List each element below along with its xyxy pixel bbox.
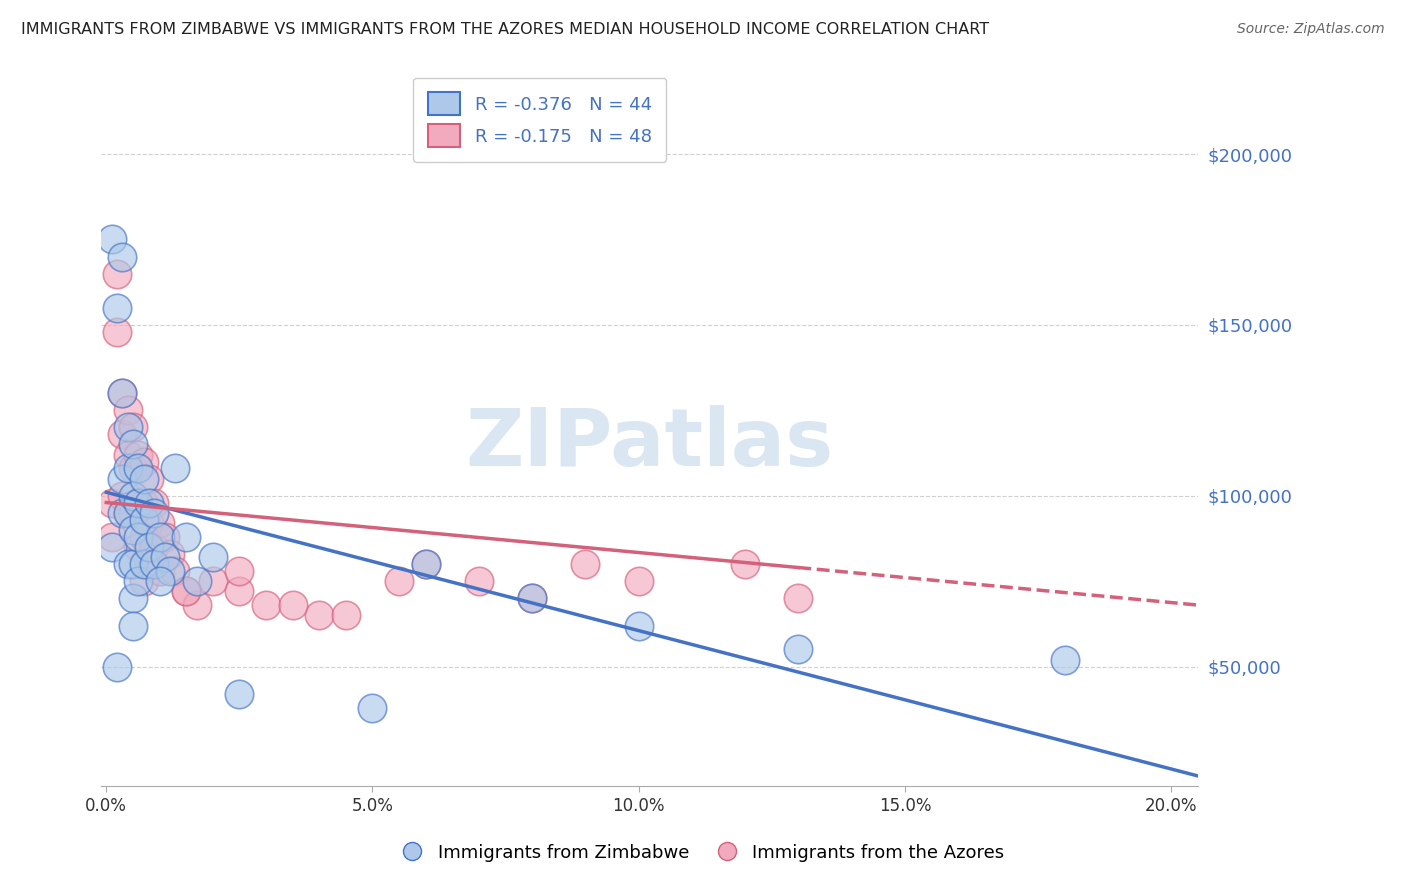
Point: [105, 659, 128, 673]
Point: [138, 516, 160, 530]
Point: [127, 461, 149, 475]
Point: [148, 564, 170, 578]
Point: [127, 540, 149, 554]
Point: [138, 540, 160, 554]
Point: [148, 530, 170, 544]
Point: [122, 461, 145, 475]
Point: [132, 513, 155, 527]
Point: [138, 557, 160, 571]
Point: [522, 591, 544, 606]
Point: [174, 584, 197, 599]
Point: [186, 574, 208, 588]
Point: [174, 530, 197, 544]
Point: [117, 506, 139, 520]
Point: [415, 557, 437, 571]
Point: [143, 506, 166, 520]
Point: [127, 530, 149, 544]
Point: [143, 495, 166, 509]
Point: [100, 495, 122, 509]
Point: [111, 250, 134, 264]
Point: [132, 472, 155, 486]
Point: [100, 540, 122, 554]
Text: ZIPatlas: ZIPatlas: [465, 406, 834, 483]
Point: [117, 557, 139, 571]
Legend: Immigrants from Zimbabwe, Immigrants from the Azores: Immigrants from Zimbabwe, Immigrants fro…: [394, 836, 1012, 870]
Point: [627, 618, 650, 632]
Point: [627, 574, 650, 588]
Point: [148, 574, 170, 588]
Point: [308, 608, 330, 623]
Point: [281, 598, 304, 612]
Point: [132, 454, 155, 468]
Point: [122, 523, 145, 537]
Point: [254, 598, 277, 612]
Point: [111, 386, 134, 401]
Point: [228, 584, 250, 599]
Point: [522, 591, 544, 606]
Point: [100, 232, 122, 246]
Point: [388, 574, 411, 588]
Point: [468, 574, 491, 588]
Point: [122, 591, 145, 606]
Point: [127, 495, 149, 509]
Point: [787, 591, 810, 606]
Point: [415, 557, 437, 571]
Point: [335, 608, 357, 623]
Point: [153, 550, 176, 565]
Point: [132, 495, 155, 509]
Point: [122, 437, 145, 451]
Point: [174, 584, 197, 599]
Point: [228, 687, 250, 701]
Point: [117, 420, 139, 434]
Text: IMMIGRANTS FROM ZIMBABWE VS IMMIGRANTS FROM THE AZORES MEDIAN HOUSEHOLD INCOME C: IMMIGRANTS FROM ZIMBABWE VS IMMIGRANTS F…: [21, 22, 990, 37]
Legend: R = -0.376   N = 44, R = -0.175   N = 48: R = -0.376 N = 44, R = -0.175 N = 48: [413, 78, 666, 162]
Point: [117, 506, 139, 520]
Point: [122, 506, 145, 520]
Point: [148, 516, 170, 530]
Point: [122, 557, 145, 571]
Point: [111, 489, 134, 503]
Point: [138, 472, 160, 486]
Point: [122, 489, 145, 503]
Point: [117, 461, 139, 475]
Point: [153, 530, 176, 544]
Point: [117, 403, 139, 417]
Point: [787, 642, 810, 657]
Point: [361, 700, 384, 714]
Point: [132, 574, 155, 588]
Point: [122, 618, 145, 632]
Point: [111, 386, 134, 401]
Point: [186, 598, 208, 612]
Point: [111, 506, 134, 520]
Text: Source: ZipAtlas.com: Source: ZipAtlas.com: [1237, 22, 1385, 37]
Point: [127, 448, 149, 462]
Point: [165, 564, 187, 578]
Point: [159, 564, 181, 578]
Point: [734, 557, 756, 571]
Point: [138, 495, 160, 509]
Point: [100, 530, 122, 544]
Point: [105, 267, 128, 281]
Point: [201, 574, 224, 588]
Point: [105, 325, 128, 339]
Point: [132, 530, 155, 544]
Point: [143, 557, 166, 571]
Point: [1053, 653, 1076, 667]
Point: [117, 448, 139, 462]
Point: [132, 557, 155, 571]
Point: [143, 540, 166, 554]
Point: [574, 557, 596, 571]
Point: [111, 472, 134, 486]
Point: [228, 564, 250, 578]
Point: [127, 574, 149, 588]
Point: [165, 461, 187, 475]
Point: [105, 301, 128, 315]
Point: [122, 420, 145, 434]
Point: [201, 550, 224, 565]
Point: [127, 495, 149, 509]
Point: [159, 547, 181, 561]
Point: [111, 427, 134, 442]
